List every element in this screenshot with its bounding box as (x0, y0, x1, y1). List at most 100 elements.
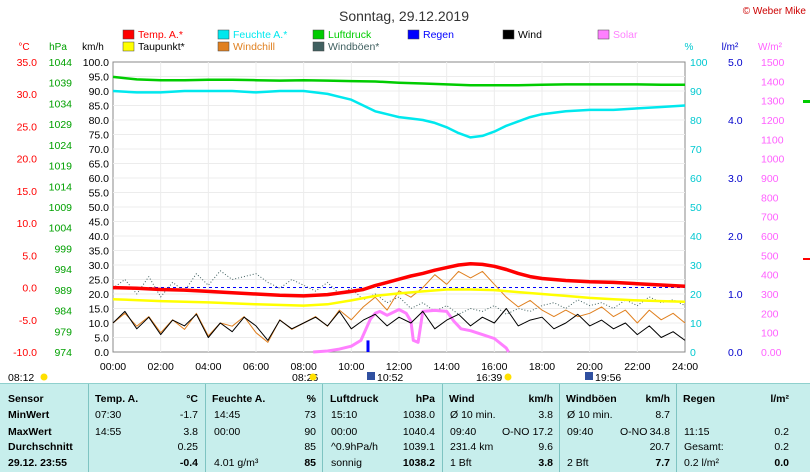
temp-value: 3.8 (183, 426, 198, 438)
temp-value: -0.4 (179, 457, 198, 469)
solar-tick-label: 0.00 (761, 347, 782, 359)
wind-tick-label: 100.0 (83, 57, 109, 69)
series-line-windb-en (112, 270, 686, 315)
wind-tick-label: 80.0 (89, 115, 110, 127)
humidity-value: 73 (304, 409, 316, 421)
weather-chart: Sonntag, 29.12.2019 © Weber Mike Temp. A… (8, 6, 810, 383)
wind-tick-label: 75.0 (89, 130, 110, 142)
rain-tick-label: 4.0 (728, 115, 743, 127)
solar-tick-label: 100 (761, 328, 779, 340)
x-tick-label: 06:00 (243, 361, 269, 373)
wind-label: 231.4 km (450, 441, 494, 453)
humidity-tick-label: 70 (690, 144, 702, 156)
header-humidity-unit: % (306, 393, 316, 405)
solar-tick-label: 1100 (761, 134, 784, 146)
wind-tick-label: 60.0 (89, 173, 110, 185)
rain-value: 0.0 (774, 457, 789, 469)
temp-tick-label: -10.0 (13, 347, 37, 359)
humidity-value: 85 (304, 457, 316, 469)
solar-tick-label: 800 (761, 192, 779, 204)
header-pressure-unit: hPa (415, 393, 435, 405)
chart-title: Sonntag, 29.12.2019 (339, 8, 469, 24)
edge-indicator (803, 100, 810, 103)
humidity-time: 4.01 g/m³ (214, 457, 259, 469)
rain-label: Gesamt: (684, 441, 724, 453)
header-humidity: Feuchte A. (212, 393, 266, 405)
humidity-tick-label: 40 (690, 231, 702, 243)
rain-label: 11:15 (684, 426, 710, 438)
pressure-tick-label: 989 (54, 285, 72, 297)
axis-unit-pressure: hPa (49, 42, 67, 53)
header-pressure: Luftdruck (330, 393, 379, 405)
credit-text: © Weber Mike (743, 6, 807, 17)
legend-label: Windböen* (328, 41, 379, 53)
moonrise-time: 10:52 (377, 372, 403, 383)
solar-tick-label: 900 (761, 173, 779, 185)
series-line-solar (313, 308, 510, 354)
pressure-value: 1038.0 (402, 409, 435, 421)
x-tick-label: 20:00 (577, 361, 603, 373)
legend-label: Regen (423, 29, 454, 41)
wind-tick-label: 55.0 (89, 188, 110, 200)
header-temp: Temp. A. (95, 393, 139, 405)
header-temp-unit: °C (186, 393, 198, 405)
rain-tick-label: 1.0 (728, 289, 743, 301)
wind-tick-label: 40.0 (89, 231, 110, 243)
sunset-time: 16:39 (476, 372, 502, 383)
axis-unit-solar: W/m² (758, 42, 783, 53)
pressure-value: 1038.2 (402, 457, 435, 469)
axis-unit-wind: km/h (82, 42, 104, 53)
x-tick-label: 22:00 (624, 361, 650, 373)
series-line-wind (112, 308, 686, 341)
x-tick-label: 18:00 (529, 361, 555, 373)
temp-value: 0.25 (177, 441, 198, 453)
rain-tick-label: 0.0 (728, 347, 743, 359)
legend-swatch (217, 41, 230, 52)
solar-tick-label: 600 (761, 231, 779, 243)
row-label: MaxWert (8, 426, 52, 438)
header-gust: Windböen (566, 393, 617, 405)
temp-tick-label: -5.0 (19, 315, 37, 327)
solar-tick-label: 700 (761, 212, 779, 224)
gust-label: 2 Bft (567, 457, 589, 469)
wind-tick-label: 90.0 (89, 86, 110, 98)
humidity-tick-label: 0 (690, 347, 696, 359)
header-rain: Regen (683, 393, 716, 405)
axis-unit-temp: °C (18, 42, 29, 53)
humidity-tick-label: 30 (690, 260, 702, 272)
humidity-value: 90 (304, 426, 316, 438)
table-column-divider (559, 384, 560, 472)
wind-tick-label: 65.0 (89, 159, 110, 171)
edge-indicator (803, 258, 810, 260)
x-tick-label: 08:00 (291, 361, 317, 373)
legend-swatch (122, 41, 135, 52)
plot-area: °C hPa km/h% l/m² W/m² 35.0 30.0 25.0 20.0 15.0 10… (8, 42, 810, 383)
legend-label: Wind (518, 29, 542, 41)
row-label: 29.12. 23:55 (8, 457, 67, 469)
table-column-divider (676, 384, 677, 472)
humidity-time: 00:00 (214, 426, 241, 438)
x-tick-label: 00:00 (100, 361, 126, 373)
humidity-tick-label: 100 (690, 57, 708, 69)
pressure-tick-label: 994 (54, 264, 72, 276)
temp-value: -1.7 (179, 409, 198, 421)
pressure-tick-label: 984 (54, 306, 72, 318)
pressure-tick-label: 1034 (49, 98, 73, 110)
x-tick-label: 14:00 (434, 361, 460, 373)
temp-tick-label: 5.0 (22, 250, 37, 262)
humidity-tick-label: 20 (690, 289, 702, 301)
wind-label: 1 Bft (450, 457, 472, 469)
temp-tick-label: 20.0 (17, 154, 38, 166)
legend-label: Luftdruck (328, 29, 372, 41)
x-tick-label: 10:00 (338, 361, 364, 373)
legend-swatch (597, 29, 610, 40)
x-tick-label: 02:00 (148, 361, 174, 373)
table-column-divider (205, 384, 206, 472)
humidity-tick-label: 80 (690, 115, 702, 127)
pressure-tick-label: 1004 (49, 223, 73, 235)
wind-direction: O-NO (502, 426, 530, 438)
rain-tick-label: 5.0 (728, 57, 743, 69)
humidity-tick-label: 90 (690, 86, 702, 98)
header-sensor: Sensor (8, 393, 44, 405)
gust-label: 09:40 (567, 426, 594, 438)
